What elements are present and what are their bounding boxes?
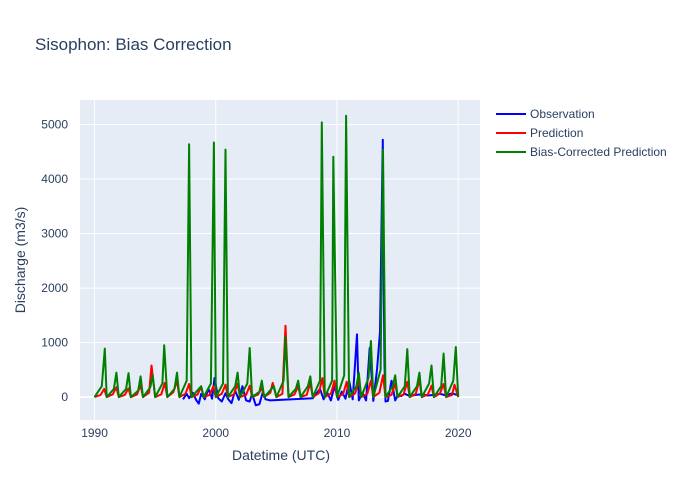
- legend-label: Prediction: [530, 126, 583, 140]
- x-tick-label: 2010: [324, 426, 351, 440]
- legend-item-1[interactable]: Observation: [496, 107, 595, 121]
- chart-title: Sisophon: Bias Correction: [35, 35, 232, 54]
- axis-ticks: 0 1000 2000 3000 4000 5000 1990 2000 2010 2020: [41, 118, 472, 440]
- y-axis-title: Discharge (m3/s): [12, 207, 28, 314]
- y-tick-label: 4000: [41, 172, 68, 186]
- legend-label: Observation: [530, 107, 595, 121]
- legend-item-2[interactable]: Prediction: [496, 126, 583, 140]
- x-tick-label: 2000: [202, 426, 229, 440]
- y-tick-label: 2000: [41, 281, 68, 295]
- legend-item-3[interactable]: Bias-Corrected Prediction: [496, 145, 667, 159]
- legend[interactable]: Observation Prediction Bias-Corrected Pred…: [496, 107, 667, 159]
- legend-label: Bias-Corrected Prediction: [530, 145, 667, 159]
- y-tick-label: 1000: [41, 336, 68, 350]
- y-tick-label: 3000: [41, 227, 68, 241]
- series-line-3: [93, 114, 460, 399]
- plot-area: [80, 100, 480, 420]
- y-tick-label: 5000: [41, 118, 68, 132]
- x-axis-title: Datetime (UTC): [232, 447, 330, 463]
- series-lines: [93, 114, 460, 407]
- x-tick-label: 2020: [445, 426, 472, 440]
- x-tick-label: 1990: [81, 426, 108, 440]
- y-tick-label: 0: [61, 390, 68, 404]
